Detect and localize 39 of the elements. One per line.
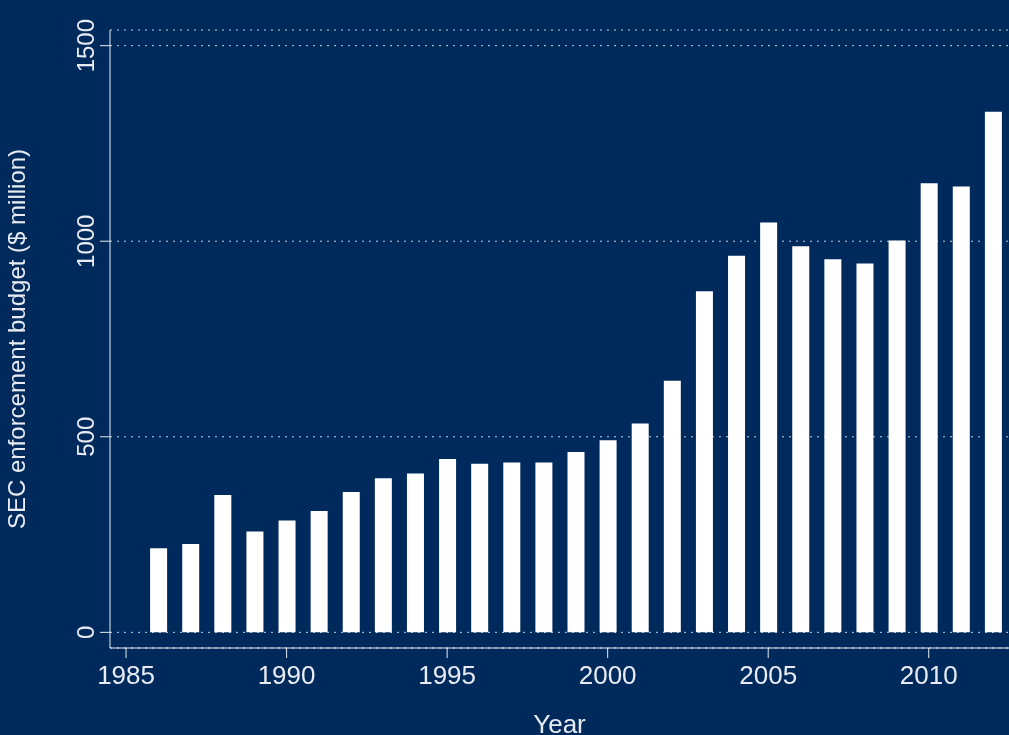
bar [792, 246, 810, 633]
bar [952, 186, 970, 633]
bar [888, 240, 906, 633]
x-tick-label: 1990 [257, 660, 316, 691]
x-tick-label: 1995 [418, 660, 477, 691]
y-tick-label: 0 [72, 625, 99, 640]
bar [824, 259, 842, 633]
x-tick-label: 2005 [739, 660, 798, 691]
y-tick-label: 1000 [72, 214, 99, 268]
bar [278, 520, 296, 633]
bar [984, 111, 1002, 633]
bar [535, 462, 553, 633]
bar [760, 222, 778, 633]
x-tick-label: 2000 [578, 660, 637, 691]
bar [150, 548, 168, 633]
bar [728, 255, 746, 633]
bar [374, 478, 392, 633]
y-tick-label: 500 [72, 416, 99, 457]
bar [246, 531, 264, 633]
bar [503, 462, 521, 633]
y-axis-title: SEC enforcement budget ($ million) [2, 148, 30, 530]
bar [439, 459, 457, 633]
bar [406, 473, 424, 633]
bar [920, 183, 938, 633]
x-tick-label: 1985 [97, 660, 155, 691]
bar [663, 380, 681, 633]
bar [342, 491, 360, 633]
y-tick-label: 1500 [72, 18, 99, 73]
x-tick-label: 2010 [899, 660, 958, 691]
bar [695, 291, 713, 633]
bar [856, 263, 874, 633]
bar [214, 495, 232, 633]
bar [599, 440, 617, 633]
bar [631, 423, 649, 633]
bar [182, 543, 200, 633]
bar [567, 452, 585, 633]
x-axis-title: Year [533, 709, 587, 735]
bar [471, 463, 489, 633]
bar [310, 511, 328, 633]
